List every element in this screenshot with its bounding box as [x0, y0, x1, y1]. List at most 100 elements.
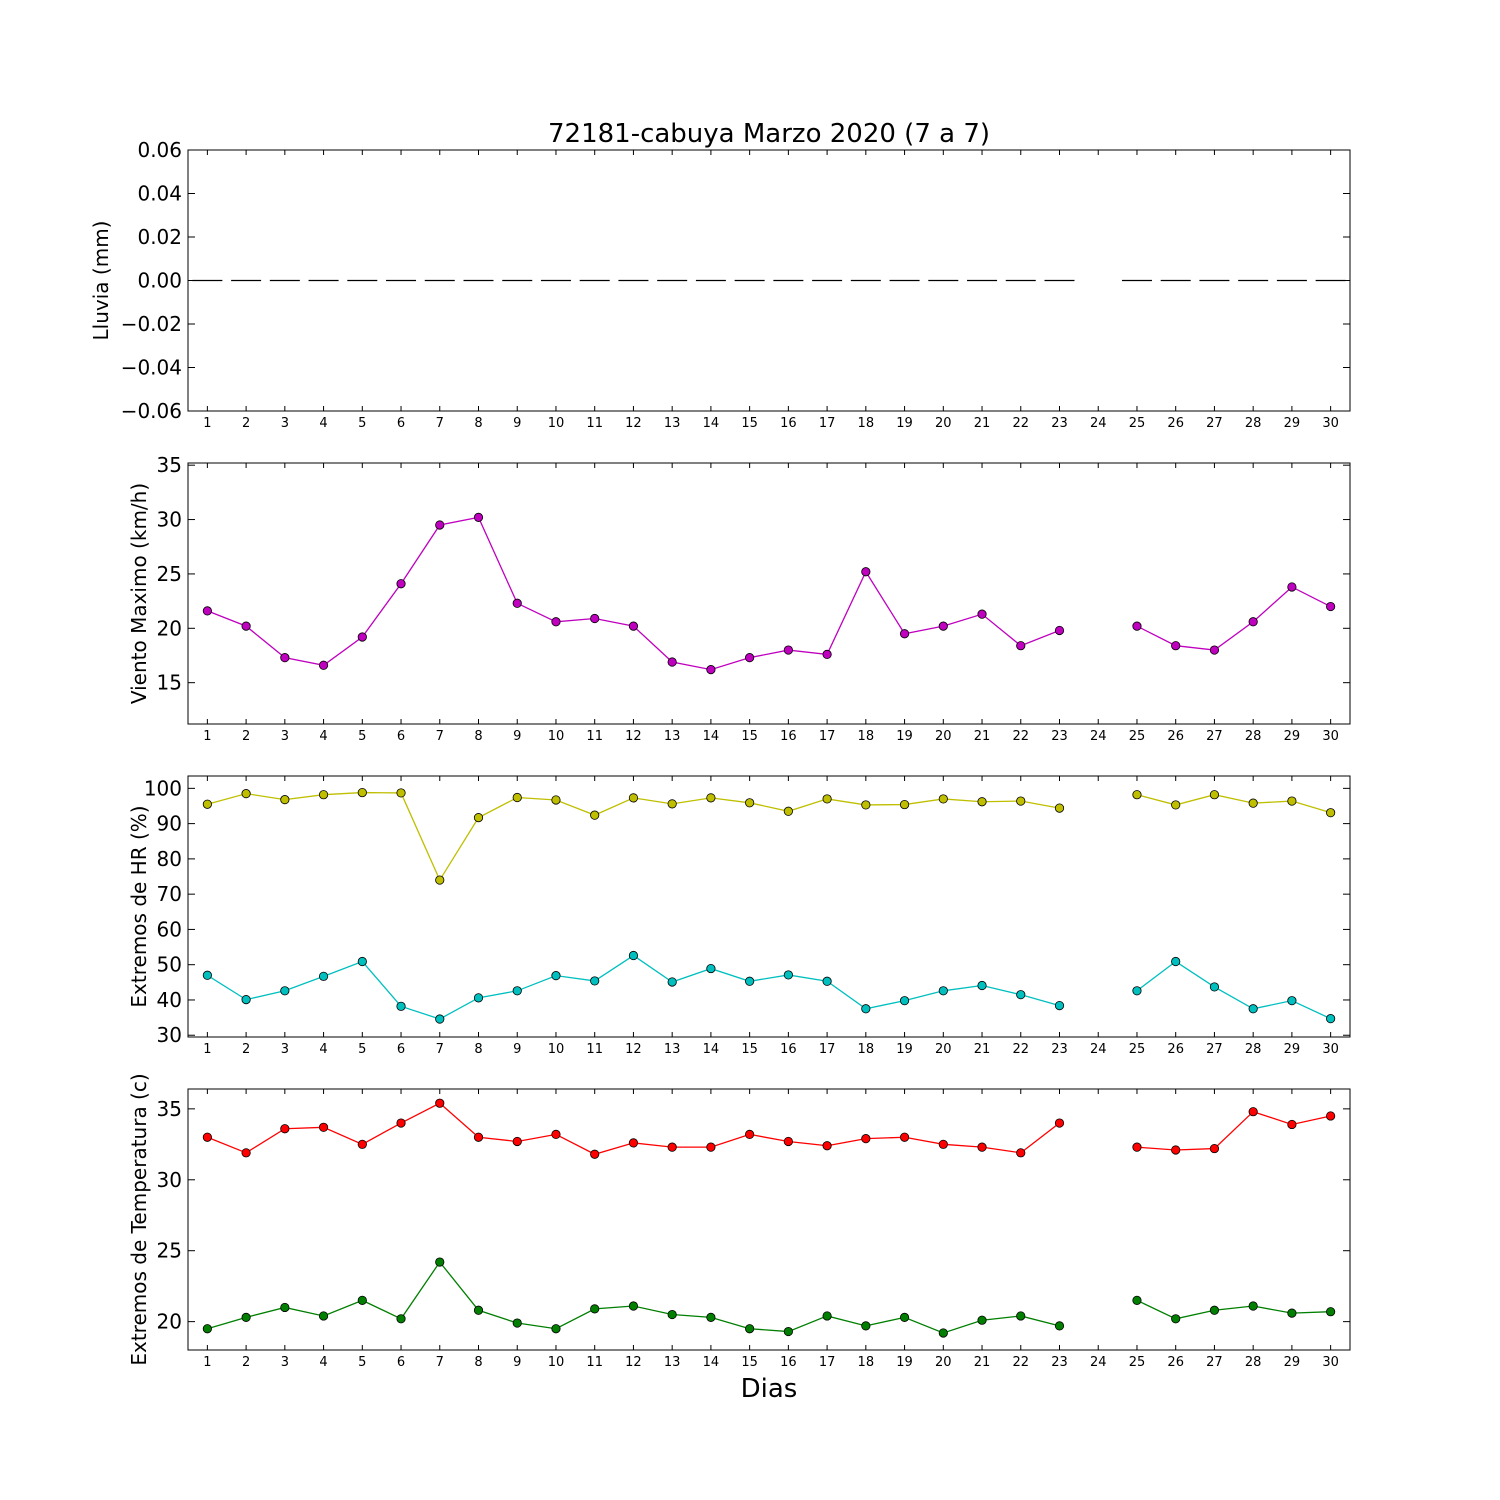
plot-frame — [187, 775, 1351, 1038]
x-tick-label: 11 — [586, 729, 603, 744]
data-point — [1326, 808, 1336, 818]
x-tick-label: 28 — [1245, 416, 1262, 431]
x-tick-label: 9 — [513, 1042, 521, 1057]
data-point — [1209, 1305, 1220, 1315]
data-point — [628, 950, 639, 961]
x-tick-label: 14 — [703, 1042, 720, 1057]
data-point — [1248, 1107, 1258, 1117]
series-2 — [202, 950, 1336, 1024]
data-point — [628, 1138, 639, 1148]
data-point — [899, 996, 910, 1006]
x-tick-label: 24 — [1090, 1355, 1107, 1370]
data-point — [706, 1312, 716, 1322]
x-tick-label: 27 — [1206, 729, 1223, 744]
data-point — [590, 613, 600, 624]
data-point — [938, 986, 948, 996]
x-tick-label: 7 — [436, 416, 444, 431]
y-tick-label: 35 — [157, 1097, 182, 1121]
x-tick-label: 29 — [1284, 729, 1301, 744]
x-tick-label: 23 — [1051, 1355, 1068, 1370]
data-point — [590, 976, 600, 986]
data-point — [512, 1318, 522, 1328]
data-point — [745, 653, 755, 663]
data-point — [396, 579, 406, 589]
data-point — [899, 799, 910, 810]
x-tick-label: 30 — [1322, 729, 1339, 744]
data-point — [1132, 986, 1142, 996]
x-tick-label: 12 — [625, 1042, 642, 1057]
x-tick-label: 3 — [281, 1042, 289, 1057]
x-tick-label: 5 — [358, 416, 366, 431]
data-point — [241, 1312, 251, 1322]
panels: −0.06−0.04−0.020.000.020.040.061 2 3 4 5 6 7 8 9… — [89, 138, 1351, 1370]
data-point — [318, 1311, 329, 1321]
data-point — [977, 980, 987, 991]
x-tick-label: 21 — [974, 1355, 991, 1370]
data-point — [977, 1315, 987, 1325]
x-tick-label: 20 — [935, 1042, 952, 1057]
x-tick-label: 19 — [896, 729, 913, 744]
data-point — [938, 621, 948, 631]
data-point — [628, 621, 639, 631]
x-tick-label: 1 — [203, 729, 211, 744]
x-tick-label: 3 — [281, 729, 289, 744]
x-tick-label: 9 — [513, 1355, 521, 1370]
y-axis-label: Lluvia (mm) — [89, 221, 113, 341]
data-point — [512, 598, 522, 608]
data-point — [1209, 645, 1220, 655]
x-tick-label: 4 — [319, 1355, 327, 1370]
data-point — [435, 1098, 445, 1108]
series-line — [1136, 1299, 1331, 1320]
data-point — [822, 1311, 832, 1321]
data-point — [1054, 1001, 1065, 1011]
data-point — [396, 1001, 406, 1011]
data-point — [1287, 796, 1297, 806]
y-axis-label: Extremos de HR (%) — [127, 805, 151, 1007]
data-point — [1209, 790, 1220, 800]
x-tick-label: 26 — [1167, 1355, 1184, 1370]
x-tick-label: 25 — [1129, 1042, 1146, 1057]
x-axis-label: Dias — [741, 1374, 798, 1404]
x-tick-label: 28 — [1245, 1355, 1262, 1370]
data-point — [318, 660, 329, 670]
x-tick-label: 15 — [741, 729, 758, 744]
data-point — [1248, 1004, 1258, 1014]
data-point — [822, 1141, 832, 1151]
x-tick-label: 30 — [1322, 1042, 1339, 1057]
x-tick-label: 29 — [1284, 416, 1301, 431]
x-tick-label: 13 — [664, 416, 681, 431]
y-tick-label: 100 — [144, 776, 182, 800]
x-tick-label: 4 — [319, 729, 327, 744]
x-tick-label: 10 — [548, 1042, 565, 1057]
y-tick-label: 40 — [157, 988, 182, 1012]
y-tick-label: 0.06 — [137, 138, 182, 162]
data-point — [667, 1142, 677, 1152]
data-point — [473, 993, 484, 1003]
x-tick-label: 18 — [858, 1042, 875, 1057]
x-tick-label: 16 — [780, 416, 797, 431]
x-tick-label: 1 — [203, 416, 211, 431]
x-tick-label: 20 — [935, 729, 952, 744]
x-tick-label: 25 — [1129, 729, 1146, 744]
data-point — [435, 1257, 445, 1267]
x-tick-label: 17 — [819, 1355, 836, 1370]
data-point — [435, 875, 445, 885]
data-point — [1326, 1111, 1336, 1121]
data-point — [1016, 990, 1026, 1000]
x-tick-label: 18 — [858, 416, 875, 431]
data-point — [551, 617, 561, 627]
data-point — [977, 797, 987, 807]
x-tick-label: 17 — [819, 1042, 836, 1057]
x-tick-label: 23 — [1051, 729, 1068, 744]
data-point — [1326, 1307, 1336, 1317]
data-point — [1054, 625, 1065, 636]
data-point — [899, 1312, 910, 1322]
x-tick-label: 6 — [397, 729, 405, 744]
data-point — [667, 977, 677, 987]
data-point — [899, 629, 910, 639]
x-tick-label: 5 — [358, 1042, 366, 1057]
data-point — [628, 1301, 639, 1311]
data-point — [357, 1139, 367, 1149]
subplot-1: −0.06−0.04−0.020.000.020.040.061 2 3 4 5 6 7 8 9… — [89, 138, 1351, 431]
